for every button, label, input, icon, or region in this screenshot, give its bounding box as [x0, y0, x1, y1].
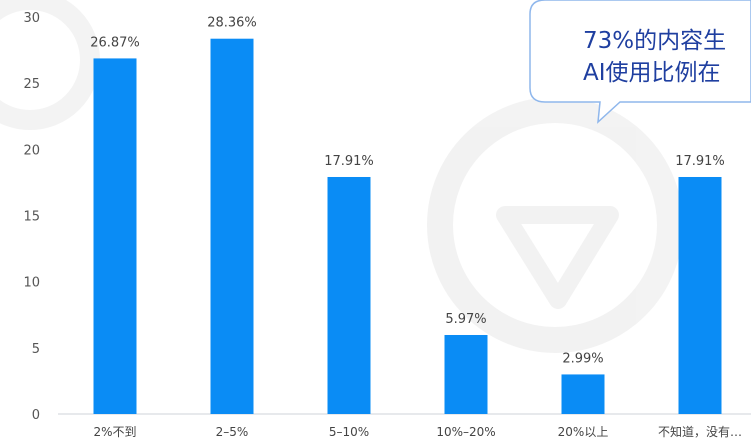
x-tick-label: 10%–20% [436, 425, 495, 439]
x-tick-label: 不知道，没有… [658, 424, 742, 439]
y-tick-label: 10 [23, 276, 40, 291]
callout-text: 73%的内容生 AI使用比例在 [583, 28, 733, 86]
y-tick-label: 30 [23, 11, 40, 26]
data-label: 5.97% [445, 312, 486, 327]
bar [561, 374, 605, 414]
bar [444, 334, 488, 414]
callout-line-1: 73%的内容生 [583, 28, 726, 54]
callout-bubble: 73%的内容生 AI使用比例在 [529, 0, 751, 124]
value-labels-group: 26.87% 28.36% 17.91% 5.97% 2.99% 17.91% [90, 16, 725, 367]
data-label: 17.91% [675, 154, 725, 169]
y-axis: 0 5 10 15 20 25 30 [23, 11, 40, 423]
bar [210, 38, 254, 414]
y-tick-label: 5 [32, 342, 40, 357]
callout-line-2: AI使用比例在 [583, 60, 721, 86]
bar [93, 58, 137, 414]
bar [678, 176, 722, 414]
y-tick-label: 15 [23, 210, 40, 225]
data-label: 28.36% [207, 16, 257, 31]
x-tick-label: 5–10% [329, 425, 369, 439]
y-tick-label: 25 [23, 77, 40, 92]
data-label: 26.87% [90, 35, 140, 50]
x-tick-label: 20%以上 [558, 425, 609, 439]
y-tick-label: 0 [32, 408, 40, 423]
data-label: 2.99% [562, 351, 603, 366]
callout-shape [529, 0, 751, 124]
x-labels-group: 2%不到 2–5% 5–10% 10%–20% 20%以上 不知道，没有… [93, 424, 742, 439]
bars-group [93, 38, 722, 414]
y-tick-label: 20 [23, 143, 40, 158]
x-tick-label: 2–5% [216, 425, 249, 439]
bar [327, 176, 371, 414]
watermark-logo-icon [0, 0, 683, 353]
data-label: 17.91% [324, 154, 374, 169]
x-tick-label: 2%不到 [93, 425, 136, 439]
